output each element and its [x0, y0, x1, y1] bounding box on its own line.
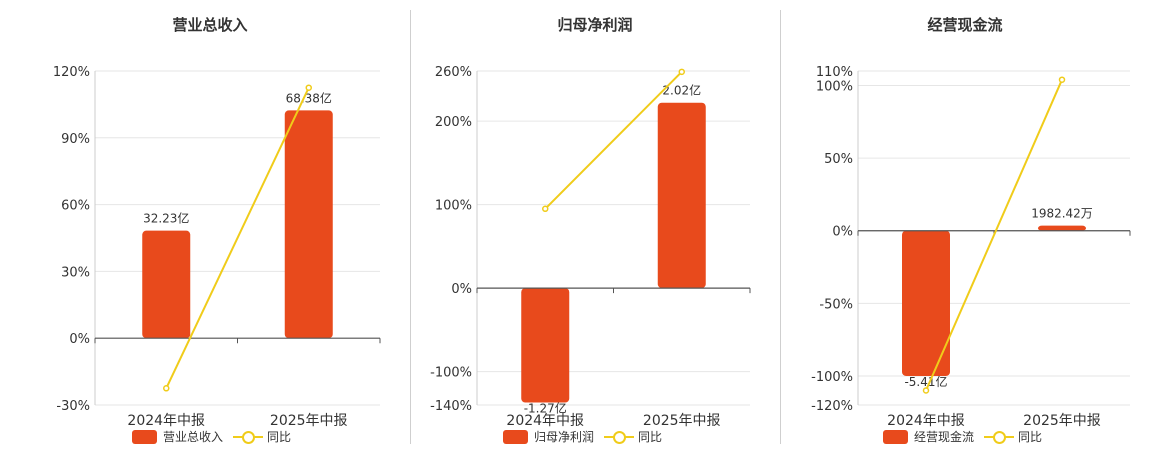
bar — [142, 230, 191, 339]
chart-panel-net-profit: 归母净利润 — [410, 0, 780, 450]
legend-bar-swatch — [503, 429, 528, 444]
legend-line-label: 同比 — [1018, 430, 1043, 444]
panel-divider — [780, 10, 781, 444]
y-tick-label: 60% — [61, 199, 90, 214]
y-tick-label: -140% — [430, 399, 472, 414]
y-tick-label: 30% — [61, 265, 90, 280]
bar — [902, 230, 950, 376]
y-tick-label: 0% — [451, 282, 472, 297]
legend-line-swatch — [233, 430, 264, 444]
bar — [657, 102, 706, 289]
y-tick-label: 100% — [435, 199, 472, 214]
bar — [521, 288, 570, 403]
yoy-line — [925, 79, 1063, 391]
bar-data-label: 32.23亿 — [143, 211, 189, 226]
legend-line-label: 同比 — [638, 430, 663, 444]
y-tick-label: 110% — [816, 65, 853, 80]
panel-divider — [410, 10, 411, 444]
y-tick-label: -100% — [811, 370, 853, 385]
chart-panel-operating-cashflow: 经营现金流 — [780, 0, 1150, 450]
x-category-label: 2025年中报 — [270, 413, 348, 429]
bar-data-label: 2.02亿 — [662, 83, 701, 98]
chart-title: 归母净利润 — [557, 16, 633, 34]
y-tick-label: 50% — [824, 152, 853, 167]
y-tick-label: -100% — [430, 366, 472, 381]
legend-line-swatch — [604, 430, 635, 444]
bar-data-label: 68.38亿 — [286, 90, 332, 105]
y-tick-label: 120% — [53, 65, 90, 80]
yoy-point — [542, 205, 549, 213]
chart-title: 营业总收入 — [172, 16, 248, 34]
y-tick-label: -50% — [819, 297, 853, 312]
bar-data-label: -1.27亿 — [524, 400, 567, 415]
chart-legend: 经营现金流 同比 — [883, 428, 1042, 445]
y-tick-label: 90% — [61, 132, 90, 147]
legend-bar-label: 经营现金流 — [914, 430, 975, 444]
bar-data-label: -5.41亿 — [904, 374, 947, 389]
yoy-point — [678, 68, 685, 76]
yoy-line — [544, 71, 683, 210]
x-category-label: 2024年中报 — [887, 413, 965, 429]
legend-bar-label: 归母净利润 — [534, 430, 595, 444]
chart-panel-revenue: 营业总收入 — [0, 0, 400, 450]
bar — [1038, 225, 1086, 231]
y-tick-label: 0% — [69, 332, 90, 347]
chart-legend: 营业总收入 同比 — [132, 428, 291, 445]
x-category-label: 2025年中报 — [1023, 413, 1101, 429]
bar-data-label: 1982.42万 — [1031, 207, 1093, 221]
y-tick-label: 200% — [435, 115, 472, 130]
chart-0: -30% 0% 30% 60% 90% 120% 32.23亿 68.38亿 2024年中报 20… — [53, 65, 381, 429]
x-category-label: 2025年中报 — [643, 413, 721, 429]
y-tick-label: 260% — [435, 65, 472, 80]
yoy-point — [922, 387, 930, 394]
chart-title: 经营现金流 — [927, 16, 1003, 34]
x-category-label: 2024年中报 — [506, 413, 584, 429]
legend-line-swatch — [984, 430, 1015, 444]
legend-bar-swatch — [883, 429, 908, 444]
chart-1: -140% -100% 0% 100% 200% 260% -1.27亿 2.02亿 2024年… — [430, 65, 751, 429]
chart-2: -120% -100% -50% 0% 50% 100%110% -5.41亿 1982.42… — [811, 65, 1131, 429]
legend-bar-label: 营业总收入 — [163, 430, 224, 444]
y-tick-label: 100% — [816, 80, 853, 95]
chart-legend: 归母净利润 同比 — [503, 428, 662, 445]
yoy-point — [163, 385, 170, 392]
y-tick-label: -120% — [811, 399, 853, 414]
y-tick-label: -30% — [56, 399, 90, 414]
legend-bar-swatch — [132, 429, 157, 444]
bar — [284, 110, 333, 339]
x-category-label: 2024年中报 — [127, 413, 205, 429]
yoy-point — [1058, 76, 1066, 83]
legend-line-label: 同比 — [267, 430, 292, 444]
y-tick-label: 0% — [832, 225, 853, 240]
yoy-line — [165, 87, 310, 389]
yoy-point — [305, 84, 312, 91]
